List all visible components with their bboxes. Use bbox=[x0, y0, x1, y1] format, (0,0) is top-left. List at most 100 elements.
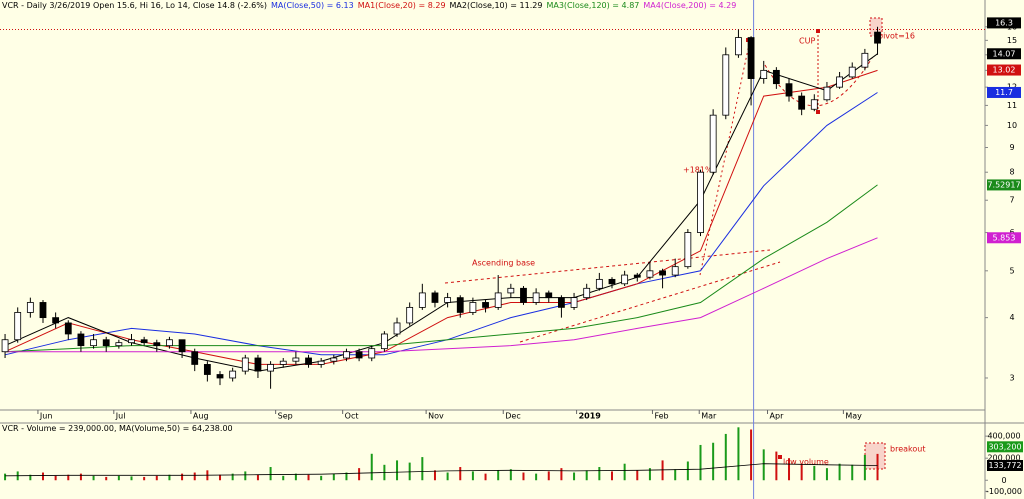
y-tick-label: 7 bbox=[1009, 196, 1014, 205]
volume-bar bbox=[484, 473, 487, 481]
candle-body bbox=[102, 339, 110, 347]
candle-body bbox=[836, 76, 843, 88]
volume-bar bbox=[775, 451, 778, 481]
volume-bar bbox=[750, 429, 753, 481]
price-flag bbox=[987, 48, 1021, 60]
candle-body bbox=[380, 333, 388, 350]
x-tick-label: Oct bbox=[345, 412, 359, 421]
volume-flag bbox=[987, 459, 1023, 471]
breakout-box bbox=[864, 442, 886, 470]
candle-body bbox=[760, 69, 768, 79]
candle-body bbox=[444, 297, 452, 303]
price-flag-label: 7.52917 bbox=[987, 180, 1020, 189]
volume-bar bbox=[712, 442, 715, 481]
x-tick-label: Feb bbox=[654, 412, 668, 421]
candle-body bbox=[191, 351, 199, 365]
volume-bar bbox=[244, 471, 247, 481]
volume-bar bbox=[4, 473, 7, 481]
volume-bar bbox=[813, 465, 816, 481]
annotation: low volume bbox=[783, 458, 829, 467]
volume-bar bbox=[269, 467, 272, 481]
volume-bar bbox=[686, 461, 689, 481]
candle-body bbox=[254, 357, 262, 372]
header-text: VCR - Volume = 239,000.00, MA(Volume,50)… bbox=[2, 424, 233, 433]
candle-body bbox=[368, 348, 376, 359]
annotation: breakout bbox=[890, 445, 925, 454]
volume-flag-label: 303,200 bbox=[988, 442, 1021, 451]
candle-body bbox=[317, 360, 325, 365]
cup-marker bbox=[816, 110, 820, 114]
volume-bar bbox=[143, 476, 146, 481]
x-tick-label: Apr bbox=[770, 412, 785, 421]
legend: MA(Close,50) = 6.13 MA1(Close,20) = 8.29 M… bbox=[271, 1, 740, 10]
candle-body bbox=[709, 114, 717, 173]
volume-bar bbox=[636, 470, 639, 481]
candle-body bbox=[671, 266, 679, 276]
volume-bar bbox=[105, 476, 108, 481]
moving-average bbox=[5, 237, 878, 353]
volume-bar bbox=[800, 463, 803, 481]
candle-body bbox=[153, 342, 161, 347]
volume-bar bbox=[573, 472, 576, 481]
volume-bar bbox=[471, 471, 474, 481]
candle-body bbox=[532, 292, 540, 303]
volume-bar bbox=[320, 475, 323, 481]
volume-bar bbox=[396, 460, 399, 481]
price-flag-label: 13.02 bbox=[993, 66, 1016, 75]
volume-bar bbox=[433, 470, 436, 481]
y-tick-label: 10 bbox=[1007, 121, 1017, 130]
volume-bar bbox=[256, 474, 259, 481]
candle-body bbox=[292, 357, 300, 362]
volume-bar bbox=[674, 469, 677, 481]
volume-y-tick-label: 400,000 bbox=[987, 432, 1020, 441]
price-flag bbox=[987, 86, 1021, 98]
volume-bar bbox=[181, 473, 184, 481]
volume-bar bbox=[724, 433, 727, 481]
volume-bar bbox=[231, 473, 234, 481]
volume-bar bbox=[408, 462, 411, 481]
moving-average bbox=[5, 184, 878, 353]
volume-bar bbox=[345, 472, 348, 481]
candle-body bbox=[406, 306, 414, 324]
candle-body bbox=[848, 66, 856, 78]
volume-bar bbox=[788, 458, 791, 481]
volume-bar bbox=[459, 467, 462, 481]
x-tick-label: Aug bbox=[193, 412, 209, 421]
volume-bar bbox=[737, 427, 740, 481]
x-tick-label: Dec bbox=[505, 412, 520, 421]
x-tick-label: Sep bbox=[278, 412, 293, 421]
candle-body bbox=[343, 351, 350, 359]
volume-ma bbox=[5, 463, 878, 477]
volume-bar bbox=[446, 472, 449, 481]
candle-body bbox=[621, 274, 629, 285]
volume-flag-label: 133,772 bbox=[988, 461, 1021, 470]
candle-body bbox=[494, 292, 502, 308]
volume-bar bbox=[67, 474, 70, 481]
volume-bar bbox=[838, 463, 841, 481]
y-tick-label: 15 bbox=[1007, 36, 1017, 45]
candle-body bbox=[330, 357, 338, 362]
candle-body bbox=[595, 278, 603, 289]
candle-body bbox=[507, 287, 515, 294]
candle-body bbox=[861, 52, 869, 68]
cup-marker bbox=[816, 29, 820, 33]
candle-body bbox=[393, 322, 401, 335]
legend-entry: MA3(Close,120) = 4.87 bbox=[546, 1, 640, 10]
volume-bar bbox=[699, 444, 702, 481]
price-flag bbox=[987, 64, 1021, 76]
volume-bar bbox=[509, 469, 512, 481]
y-tick-label: 8 bbox=[1009, 168, 1014, 177]
volume-bar bbox=[92, 475, 95, 481]
legend-entry: MA2(Close,10) = 11.29 bbox=[449, 1, 543, 10]
candle-body bbox=[482, 302, 489, 308]
advance-line bbox=[699, 39, 751, 276]
volume-bar bbox=[370, 453, 373, 481]
candle-body bbox=[128, 339, 135, 344]
volume-y-tick-label: 0 bbox=[1001, 476, 1006, 485]
candle-body bbox=[823, 86, 831, 101]
volume-bar bbox=[282, 475, 285, 481]
candle-body bbox=[810, 99, 818, 110]
volume-bar bbox=[610, 471, 613, 481]
candle-body bbox=[608, 278, 616, 285]
volume-bar bbox=[29, 474, 32, 481]
